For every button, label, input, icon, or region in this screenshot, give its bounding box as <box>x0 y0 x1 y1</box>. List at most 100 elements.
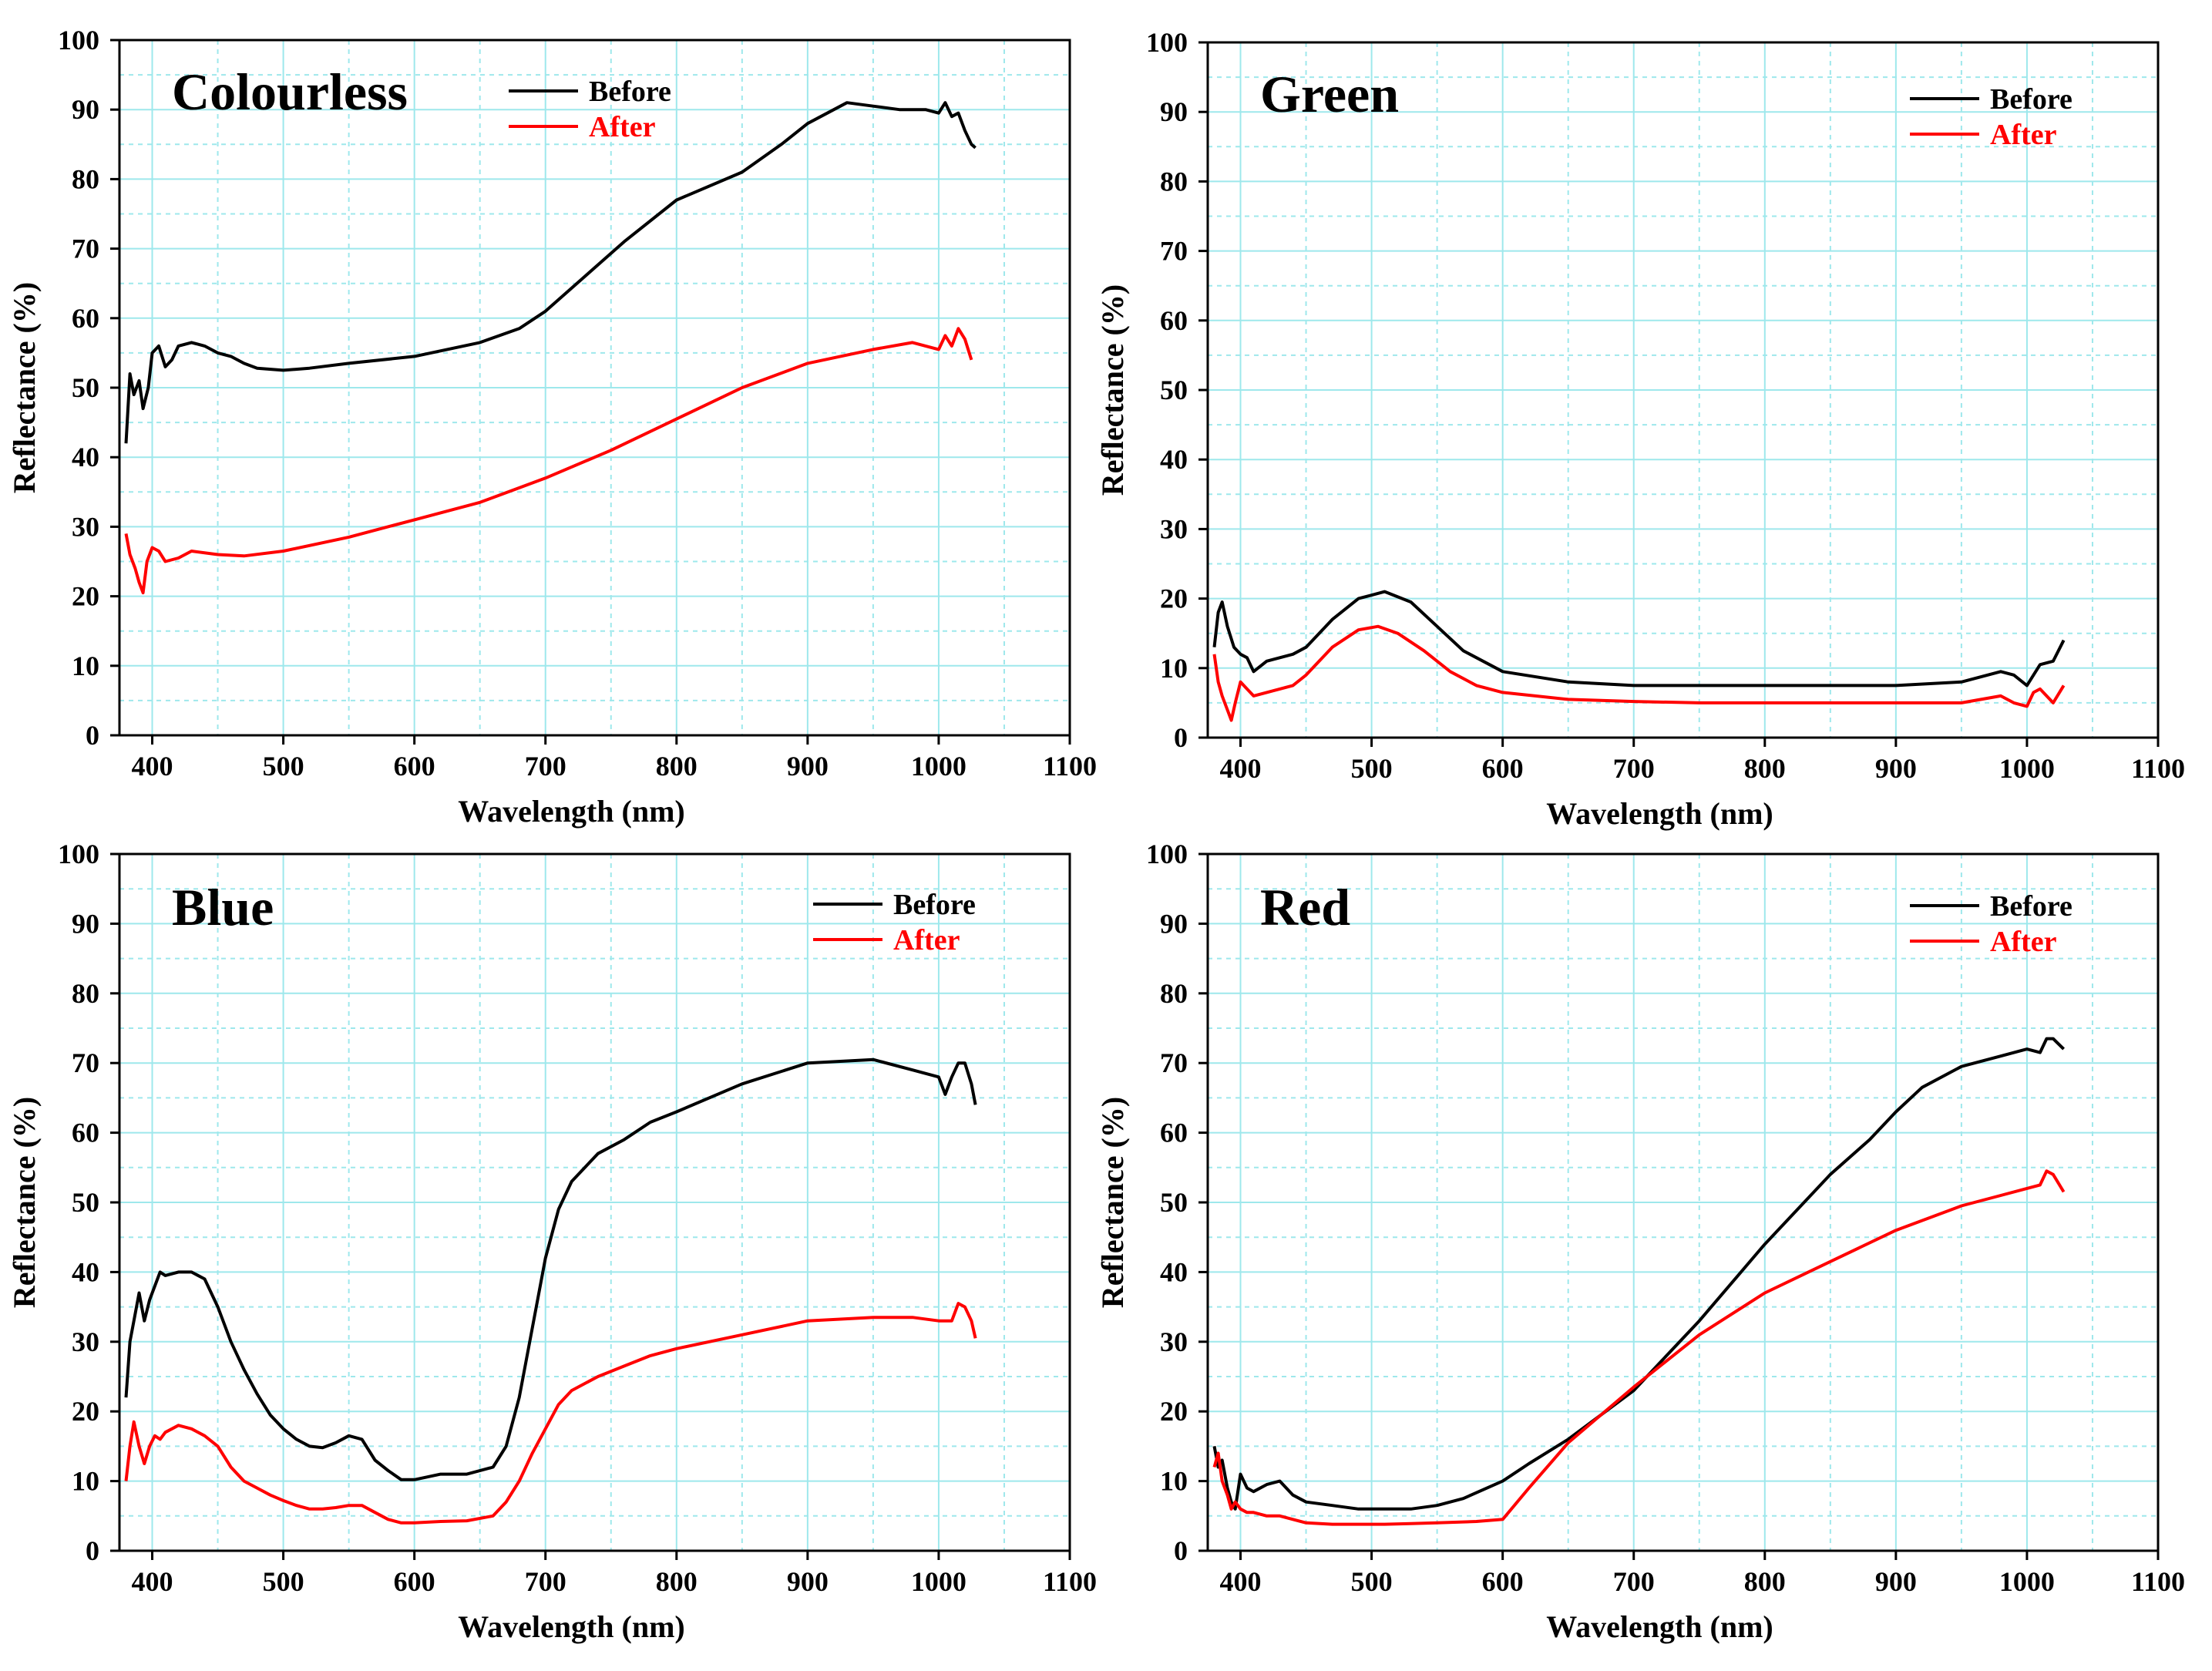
blue-series-before-line <box>124 1057 977 1481</box>
blue-x-axis-title: Wavelength (nm) <box>458 1609 684 1644</box>
green-series-before-line <box>1212 590 2066 688</box>
blue-y-tick-label-10: 10 <box>72 1466 99 1497</box>
green-legend-label-after: After <box>1990 119 2057 151</box>
green-y-tick-label-70: 70 <box>1160 236 1188 267</box>
green-y-tick-label-10: 10 <box>1160 653 1188 684</box>
red-y-tick-label-90: 90 <box>1160 908 1188 939</box>
panel-blue: 400 500 600 700 800 900 1000 1100 0 10 20 30 40 50 60 7… <box>7 839 1097 1644</box>
colourless-y-tick-label-0: 0 <box>86 720 99 751</box>
red-y-tick-label-0: 0 <box>1174 1535 1188 1566</box>
red-y-tick-label-60: 60 <box>1160 1118 1188 1148</box>
blue-y-tick-label-90: 90 <box>72 908 99 939</box>
blue-y-tick-label-100: 100 <box>58 839 99 869</box>
blue-x-tick-label-1100: 1100 <box>1043 1566 1097 1597</box>
colourless-y-tick-label-30: 30 <box>72 511 99 542</box>
green-y-tick-label-60: 60 <box>1160 305 1188 336</box>
red-y-tick-label-100: 100 <box>1146 839 1188 869</box>
colourless-x-tick-label-600: 600 <box>394 751 435 782</box>
panel-green: 400 500 600 700 800 900 1000 1100 0 10 20 30 40 50 60 7… <box>1095 27 2185 831</box>
red-x-tick-label-500: 500 <box>1351 1566 1393 1597</box>
colourless-y-tick-label-90: 90 <box>72 94 99 125</box>
colourless-y-tick-label-20: 20 <box>72 581 99 612</box>
blue-grid <box>119 854 1070 1551</box>
green-y-tick-label-30: 30 <box>1160 513 1188 544</box>
colourless-axis-ticks: 400 500 600 700 800 900 1000 1100 0 10 20 30 40 50 60 7… <box>58 25 1097 782</box>
green-y-tick-label-20: 20 <box>1160 583 1188 614</box>
red-x-tick-label-1000: 1000 <box>1999 1566 2055 1597</box>
blue-x-tick-label-700: 700 <box>525 1566 566 1597</box>
green-x-tick-label-800: 800 <box>1744 753 1786 784</box>
colourless-series-after-line <box>124 327 973 595</box>
blue-y-tick-label-20: 20 <box>72 1396 99 1427</box>
colourless-x-axis-title: Wavelength (nm) <box>458 794 684 829</box>
blue-y-tick-label-0: 0 <box>86 1535 99 1566</box>
red-x-tick-label-400: 400 <box>1220 1566 1262 1597</box>
red-x-tick-label-1100: 1100 <box>2131 1566 2185 1597</box>
green-series-after-line <box>1212 624 2066 722</box>
green-series <box>1212 590 2066 722</box>
red-y-tick-label-30: 30 <box>1160 1326 1188 1357</box>
colourless-y-tick-label-70: 70 <box>72 234 99 264</box>
red-y-tick-label-10: 10 <box>1160 1466 1188 1497</box>
red-y-tick-label-70: 70 <box>1160 1047 1188 1078</box>
red-axis-ticks: 400 500 600 700 800 900 1000 1100 0 10 20 30 40 50 60 7… <box>1146 839 2185 1597</box>
green-y-axis-title: Reflectance (%) <box>1095 284 1130 496</box>
blue-series-after-line <box>124 1302 977 1525</box>
colourless-y-tick-label-40: 40 <box>72 442 99 472</box>
blue-axis-ticks: 400 500 600 700 800 900 1000 1100 0 10 20 30 40 50 60 7… <box>58 839 1097 1597</box>
green-x-tick-label-500: 500 <box>1351 753 1393 784</box>
green-y-tick-label-0: 0 <box>1174 722 1188 753</box>
green-x-tick-label-600: 600 <box>1482 753 1524 784</box>
blue-x-tick-label-800: 800 <box>656 1566 698 1597</box>
blue-x-tick-label-500: 500 <box>263 1566 304 1597</box>
red-y-tick-label-80: 80 <box>1160 978 1188 1009</box>
green-legend-label-before: Before <box>1990 83 2072 116</box>
blue-y-tick-label-80: 80 <box>72 978 99 1009</box>
blue-x-tick-label-900: 900 <box>787 1566 829 1597</box>
blue-x-tick-label-1000: 1000 <box>911 1566 966 1597</box>
green-title: Green <box>1260 65 1399 123</box>
colourless-series <box>124 101 977 595</box>
red-y-tick-label-20: 20 <box>1160 1396 1188 1427</box>
blue-y-tick-label-30: 30 <box>72 1326 99 1357</box>
colourless-title: Colourless <box>172 62 408 121</box>
blue-x-tick-label-400: 400 <box>132 1566 173 1597</box>
red-legend-label-after: After <box>1990 926 2057 958</box>
colourless-y-tick-label-50: 50 <box>72 372 99 403</box>
red-x-tick-label-600: 600 <box>1482 1566 1524 1597</box>
panel-red: 400 500 600 700 800 900 1000 1100 0 10 20 30 40 50 60 7… <box>1095 839 2185 1644</box>
blue-y-tick-label-40: 40 <box>72 1256 99 1287</box>
red-y-tick-label-50: 50 <box>1160 1187 1188 1218</box>
colourless-grid <box>119 40 1070 735</box>
red-y-axis-title: Reflectance (%) <box>1095 1097 1130 1308</box>
red-series-before-line <box>1212 1037 2066 1511</box>
green-y-tick-label-80: 80 <box>1160 166 1188 197</box>
blue-x-tick-label-600: 600 <box>394 1566 435 1597</box>
colourless-legend-label-after: After <box>589 111 656 143</box>
blue-plot-frame <box>118 852 1071 1552</box>
green-axis-ticks: 400 500 600 700 800 900 1000 1100 0 10 20 30 40 50 60 7… <box>1146 27 2185 784</box>
green-y-tick-label-90: 90 <box>1160 96 1188 127</box>
red-title: Red <box>1260 878 1350 936</box>
red-series <box>1212 1037 2066 1526</box>
red-x-tick-label-700: 700 <box>1613 1566 1655 1597</box>
colourless-y-tick-label-60: 60 <box>72 303 99 334</box>
green-x-tick-label-900: 900 <box>1875 753 1917 784</box>
blue-series <box>124 1057 977 1525</box>
colourless-x-tick-label-700: 700 <box>525 751 566 782</box>
blue-y-tick-label-60: 60 <box>72 1118 99 1148</box>
red-y-tick-label-40: 40 <box>1160 1256 1188 1287</box>
colourless-y-tick-label-80: 80 <box>72 163 99 194</box>
green-x-tick-label-400: 400 <box>1220 753 1262 784</box>
green-x-axis-title: Wavelength (nm) <box>1546 796 1773 831</box>
colourless-y-tick-label-100: 100 <box>58 25 99 55</box>
green-plot-frame <box>1206 41 2160 739</box>
green-x-tick-label-1100: 1100 <box>2131 753 2185 784</box>
colourless-x-tick-label-1000: 1000 <box>911 751 966 782</box>
green-x-tick-label-700: 700 <box>1613 753 1655 784</box>
colourless-x-tick-label-900: 900 <box>787 751 829 782</box>
green-x-tick-label-1000: 1000 <box>1999 753 2055 784</box>
red-x-axis-title: Wavelength (nm) <box>1546 1609 1773 1644</box>
